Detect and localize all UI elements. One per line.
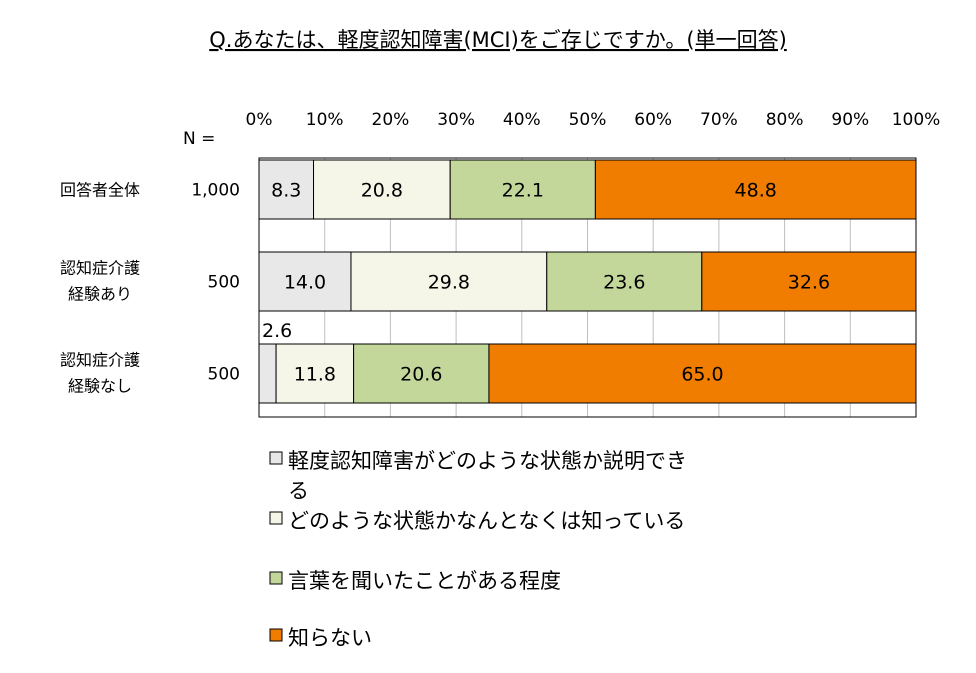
x-tick-label: 20%: [372, 110, 410, 130]
plot-area-frame: [258, 157, 917, 418]
n-value: 500: [208, 273, 240, 293]
legend-swatch: [269, 451, 283, 465]
x-tick-label: 50%: [569, 110, 607, 130]
bar-segment: [275, 343, 355, 404]
bar-segment: [350, 251, 548, 312]
bars-layer: [258, 159, 917, 404]
x-tick-label: 10%: [306, 110, 344, 130]
x-tick-label: 0%: [246, 110, 273, 130]
n-value: 500: [208, 365, 240, 385]
legend: 軽度認知障害がどのような状態か説明できるどのような状態かなんとなくは知っている言…: [269, 449, 687, 650]
bar-segment: [594, 159, 917, 220]
x-tick-label: 100%: [892, 110, 941, 130]
n-value: 1,000: [191, 181, 240, 201]
bar-segment: [258, 343, 277, 404]
x-tick-label: 90%: [831, 110, 869, 130]
bar-segment: [546, 251, 703, 312]
data-label: 20.6: [400, 364, 442, 386]
data-label: 14.0: [284, 272, 326, 294]
data-label: 65.0: [681, 364, 723, 386]
bar-segment: [353, 343, 490, 404]
x-tick-label: 40%: [503, 110, 541, 130]
legend-label: 軽度認知障害がどのような状態か説明でき: [288, 449, 687, 473]
legend-label: どのような状態かなんとなくは知っている: [288, 509, 685, 533]
legend-swatch: [269, 628, 283, 642]
legend-swatch: [269, 511, 283, 525]
data-label: 23.6: [603, 272, 645, 294]
bar-segment: [258, 159, 315, 220]
x-tick-label: 70%: [700, 110, 738, 130]
data-label: 20.8: [361, 180, 403, 202]
axis-layer: 0% 10% 20% 30% 40% 50% 60% 70% 80% 90% 100%: [246, 110, 941, 418]
data-label: 2.6: [262, 320, 292, 342]
data-label: 48.8: [735, 180, 777, 202]
data-label: 32.6: [788, 272, 830, 294]
data-label: 8.3: [271, 180, 301, 202]
bar-segment: [488, 343, 917, 404]
x-tick-label: 30%: [437, 110, 475, 130]
legend-label: 知らない: [288, 626, 372, 650]
category-label: 経験なし: [68, 377, 132, 396]
bar-segment: [258, 251, 352, 312]
legend-label: る: [288, 479, 309, 503]
category-label: 回答者全体: [60, 181, 140, 200]
legend-swatch: [269, 571, 283, 585]
n-header: N =: [183, 129, 215, 149]
bar-segment: [449, 159, 596, 220]
data-label: 11.8: [294, 364, 336, 386]
x-tick-label: 80%: [766, 110, 804, 130]
data-label: 22.1: [502, 180, 544, 202]
category-label: 認知症介護: [60, 351, 140, 370]
category-label: 認知症介護: [60, 259, 140, 278]
legend-label: 言葉を聞いたことがある程度: [288, 569, 561, 593]
x-tick-label: 60%: [634, 110, 672, 130]
chart-title: Q.あなたは、軽度認知障害(MCI)をご存じですか。(単一回答): [209, 28, 787, 52]
data-label: 29.8: [428, 272, 470, 294]
bar-segment: [313, 159, 451, 220]
category-label: 経験あり: [68, 285, 132, 304]
